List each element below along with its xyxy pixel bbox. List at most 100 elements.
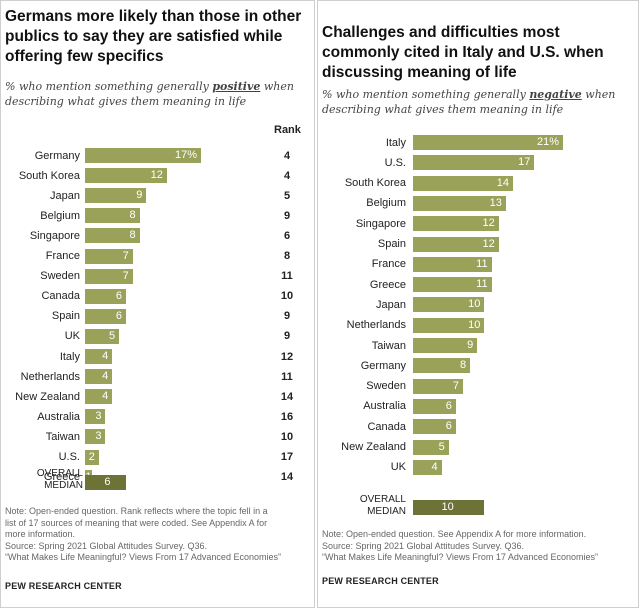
right-median-bar <box>413 500 485 515</box>
rank-value: 10 <box>280 290 294 303</box>
category-label: Greece <box>43 471 80 484</box>
bar <box>413 277 492 293</box>
right-subtitle-emphasis: negative <box>529 88 582 101</box>
left-chart-panel: Germans more likely than those in other … <box>0 0 315 608</box>
left-subtitle-text: % who mention something generally <box>5 80 213 93</box>
bar-value-label: 4 <box>431 460 438 473</box>
left-chart-subtitle: % who mention something generally positi… <box>5 79 294 109</box>
category-label: Taiwan <box>371 339 406 352</box>
bar-value-label: 10 <box>468 298 481 311</box>
bar <box>413 378 463 394</box>
right-subtitle-line2: describing what gives them meaning in li… <box>322 103 564 116</box>
bar-value-label: 6 <box>115 309 122 322</box>
source-line: “What Makes Life Meaningful? Views From … <box>5 552 281 562</box>
category-label: Germany <box>360 359 406 372</box>
right-note: Note: Open-ended question. See Appendix … <box>322 529 598 564</box>
bar-value-label: 6 <box>445 399 452 412</box>
median-label-line: OVERALL <box>359 494 406 505</box>
bar <box>85 409 106 425</box>
bar <box>413 297 485 313</box>
category-label: Taiwan <box>45 430 80 443</box>
bar <box>413 358 471 374</box>
bar-value-label: 11 <box>476 278 488 291</box>
note-line: more information. <box>5 529 76 539</box>
bar-value-label: 8 <box>129 229 136 242</box>
bar <box>85 449 99 465</box>
category-label: Australia <box>363 400 406 413</box>
bar <box>85 328 120 344</box>
category-label: New Zealand <box>341 441 406 453</box>
right-brand: PEW RESEARCH CENTER <box>322 576 439 586</box>
bar <box>413 398 456 414</box>
rank-value: 11 <box>281 270 293 283</box>
category-label: Germany <box>34 149 80 162</box>
bar <box>85 288 126 304</box>
bar <box>413 256 492 272</box>
bar-value-label: 12 <box>482 217 495 230</box>
category-label: Netherlands <box>20 370 80 383</box>
category-label: Canada <box>41 290 80 303</box>
category-label: Belgium <box>366 197 406 210</box>
source-line: Source: Spring 2021 Global Attitudes Sur… <box>5 540 207 551</box>
category-label: Australia <box>37 410 80 423</box>
left-median-value: 6 <box>104 476 111 488</box>
bar-value-label: 11 <box>476 257 488 270</box>
category-label: France <box>371 258 406 271</box>
bar-value-label: 12 <box>482 237 495 250</box>
category-label: Italy <box>385 136 406 149</box>
rank-value: 14 <box>280 471 294 484</box>
category-label: Italy <box>59 350 80 363</box>
category-label: U.S. <box>384 156 406 169</box>
bar-value-label: 6 <box>115 289 122 302</box>
category-label: U.S. <box>58 451 80 463</box>
bar-value-label: 9 <box>136 189 143 202</box>
bar <box>413 155 535 171</box>
left-subtitle-text: when <box>260 80 294 93</box>
bar-value-label: 13 <box>489 196 502 209</box>
median-label-line: OVERALL <box>36 468 83 479</box>
source-line: “What Makes Life Meaningful? Views From … <box>322 552 598 562</box>
right-subtitle-text: % who mention something generally <box>322 88 530 101</box>
rank-value: 11 <box>281 370 293 383</box>
category-label: Singapore <box>29 229 80 242</box>
bar-value-label: 7 <box>122 269 129 282</box>
category-label: Greece <box>369 278 406 291</box>
category-label: Netherlands <box>346 319 406 332</box>
bar <box>85 188 147 204</box>
right-chart-panel: Challenges and difficulties most commonl… <box>317 0 639 608</box>
right-median-label: OVERALL MEDIAN <box>328 494 406 518</box>
bar <box>85 429 106 445</box>
right-median-value: 10 <box>441 501 454 513</box>
left-subtitle-emphasis: positive <box>212 80 261 93</box>
rank-value: 12 <box>280 350 294 363</box>
rank-column-header: Rank <box>274 124 301 136</box>
category-label: Sweden <box>40 270 80 283</box>
rank-value: 5 <box>283 189 291 202</box>
bar-value-label: 6 <box>445 420 452 433</box>
bar <box>85 369 113 385</box>
rank-value: 10 <box>280 430 294 443</box>
bar-value-label: 14 <box>496 176 509 189</box>
left-note: Note: Open-ended question. Rank reflects… <box>5 506 281 564</box>
bar <box>85 308 126 324</box>
right-subtitle-text: when <box>581 88 616 101</box>
rank-value: 17 <box>280 451 294 463</box>
rank-value: 16 <box>280 410 294 423</box>
bar-value-label: 5 <box>438 440 445 453</box>
bar-value-label: 8 <box>129 209 136 222</box>
left-title-line: offering few specifics <box>5 48 164 65</box>
left-chart-title: Germans more likely than those in other … <box>5 7 301 67</box>
bar <box>85 349 113 364</box>
rank-value: 9 <box>283 209 291 222</box>
rank-value: 4 <box>283 149 291 162</box>
left-title-line: Germans more likely than those in other <box>5 8 302 25</box>
median-label-line: MEDIAN <box>367 506 406 517</box>
bar-value-label: 4 <box>102 390 109 403</box>
bar <box>413 195 506 211</box>
bar <box>413 419 456 435</box>
right-chart-title: Challenges and difficulties most commonl… <box>322 23 604 83</box>
note-line: Note: Open-ended question. See Appendix … <box>322 529 587 539</box>
bar-value-label: 8 <box>460 359 467 372</box>
rank-value: 9 <box>283 310 291 323</box>
bar <box>85 228 140 244</box>
